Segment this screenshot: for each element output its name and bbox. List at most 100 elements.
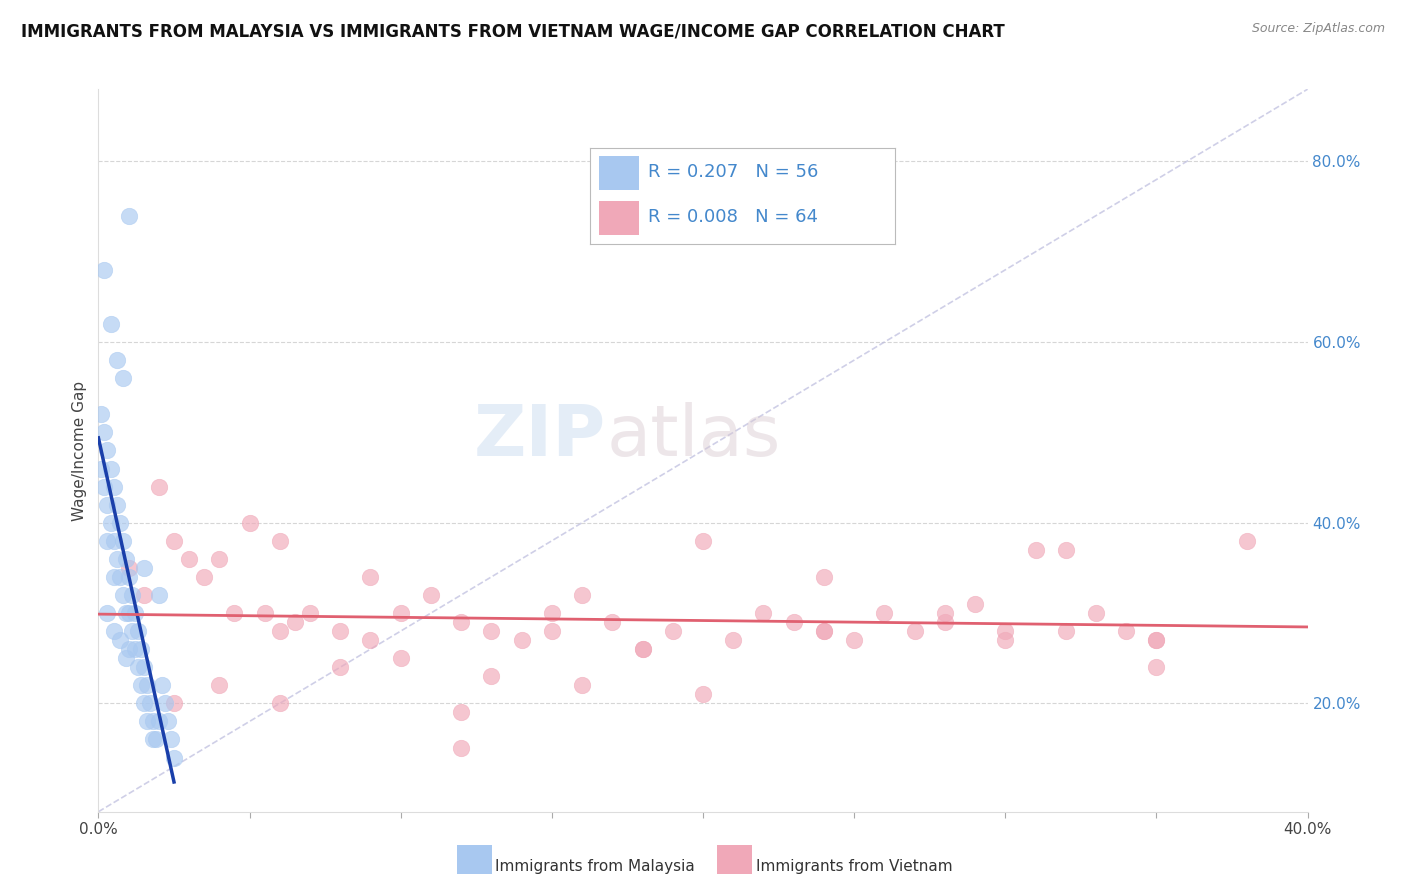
- Text: R = 0.207   N = 56: R = 0.207 N = 56: [648, 163, 818, 181]
- Point: [129, 678, 152, 692]
- Point: [389, 606, 412, 620]
- Point: [118, 606, 141, 620]
- Point: [813, 570, 835, 584]
- Point: [114, 551, 136, 566]
- Point: [1144, 633, 1167, 648]
- Point: [571, 678, 593, 692]
- Text: Source: ZipAtlas.com: Source: ZipAtlas.com: [1251, 22, 1385, 36]
- Point: [150, 678, 173, 692]
- Point: [510, 633, 533, 648]
- Point: [103, 624, 125, 639]
- Point: [692, 533, 714, 548]
- Point: [132, 696, 155, 710]
- Point: [269, 696, 291, 710]
- Point: [124, 606, 146, 620]
- Point: [1024, 542, 1046, 557]
- Point: [1144, 660, 1167, 674]
- Point: [631, 642, 654, 657]
- Point: [118, 642, 141, 657]
- Point: [103, 480, 125, 494]
- Point: [90, 461, 112, 475]
- Point: [135, 678, 157, 692]
- Point: [631, 642, 654, 657]
- Y-axis label: Wage/Income Gap: Wage/Income Gap: [72, 380, 87, 521]
- Point: [224, 606, 246, 620]
- Point: [904, 624, 927, 639]
- Point: [111, 533, 134, 548]
- Point: [540, 624, 562, 639]
- Point: [100, 317, 122, 331]
- Point: [994, 624, 1017, 639]
- Point: [108, 516, 131, 530]
- Point: [269, 624, 291, 639]
- Point: [329, 660, 352, 674]
- Point: [965, 597, 987, 611]
- Point: [450, 615, 472, 629]
- Point: [105, 353, 128, 368]
- Point: [124, 642, 146, 657]
- Point: [163, 696, 186, 710]
- Text: IMMIGRANTS FROM MALAYSIA VS IMMIGRANTS FROM VIETNAM WAGE/INCOME GAP CORRELATION : IMMIGRANTS FROM MALAYSIA VS IMMIGRANTS F…: [21, 22, 1005, 40]
- Point: [96, 533, 118, 548]
- Point: [90, 407, 112, 421]
- Point: [111, 371, 134, 385]
- Point: [994, 633, 1017, 648]
- Point: [269, 533, 291, 548]
- Point: [96, 498, 118, 512]
- Point: [813, 624, 835, 639]
- FancyBboxPatch shape: [599, 156, 638, 190]
- Point: [844, 633, 866, 648]
- Point: [148, 714, 170, 729]
- Point: [139, 696, 162, 710]
- Point: [160, 732, 183, 747]
- Text: Immigrants from Vietnam: Immigrants from Vietnam: [756, 859, 953, 873]
- Point: [93, 425, 115, 440]
- Point: [208, 678, 231, 692]
- Point: [239, 516, 262, 530]
- Point: [156, 714, 179, 729]
- Point: [389, 651, 412, 665]
- Point: [813, 624, 835, 639]
- Point: [1054, 542, 1077, 557]
- Point: [118, 570, 141, 584]
- Point: [602, 615, 624, 629]
- Point: [103, 533, 125, 548]
- Point: [103, 570, 125, 584]
- Point: [118, 561, 141, 575]
- Point: [450, 706, 472, 720]
- Point: [752, 606, 775, 620]
- Text: R = 0.008   N = 64: R = 0.008 N = 64: [648, 209, 818, 227]
- Point: [100, 461, 122, 475]
- Point: [723, 633, 745, 648]
- Point: [253, 606, 276, 620]
- Point: [132, 660, 155, 674]
- Point: [108, 633, 131, 648]
- Text: atlas: atlas: [606, 401, 780, 470]
- Point: [481, 669, 503, 683]
- Point: [329, 624, 352, 639]
- Point: [934, 606, 956, 620]
- Point: [1054, 624, 1077, 639]
- Point: [142, 732, 165, 747]
- Point: [193, 570, 215, 584]
- Point: [108, 570, 131, 584]
- Text: ZIP: ZIP: [474, 401, 606, 470]
- Point: [360, 570, 382, 584]
- Point: [142, 714, 165, 729]
- Point: [127, 660, 149, 674]
- Point: [420, 588, 443, 602]
- Point: [661, 624, 683, 639]
- Point: [114, 651, 136, 665]
- Point: [153, 696, 176, 710]
- Point: [93, 480, 115, 494]
- Point: [148, 480, 170, 494]
- Point: [934, 615, 956, 629]
- Point: [118, 209, 141, 223]
- Point: [783, 615, 806, 629]
- Point: [132, 561, 155, 575]
- Point: [208, 551, 231, 566]
- Point: [111, 588, 134, 602]
- Point: [135, 714, 157, 729]
- Point: [105, 551, 128, 566]
- Point: [481, 624, 503, 639]
